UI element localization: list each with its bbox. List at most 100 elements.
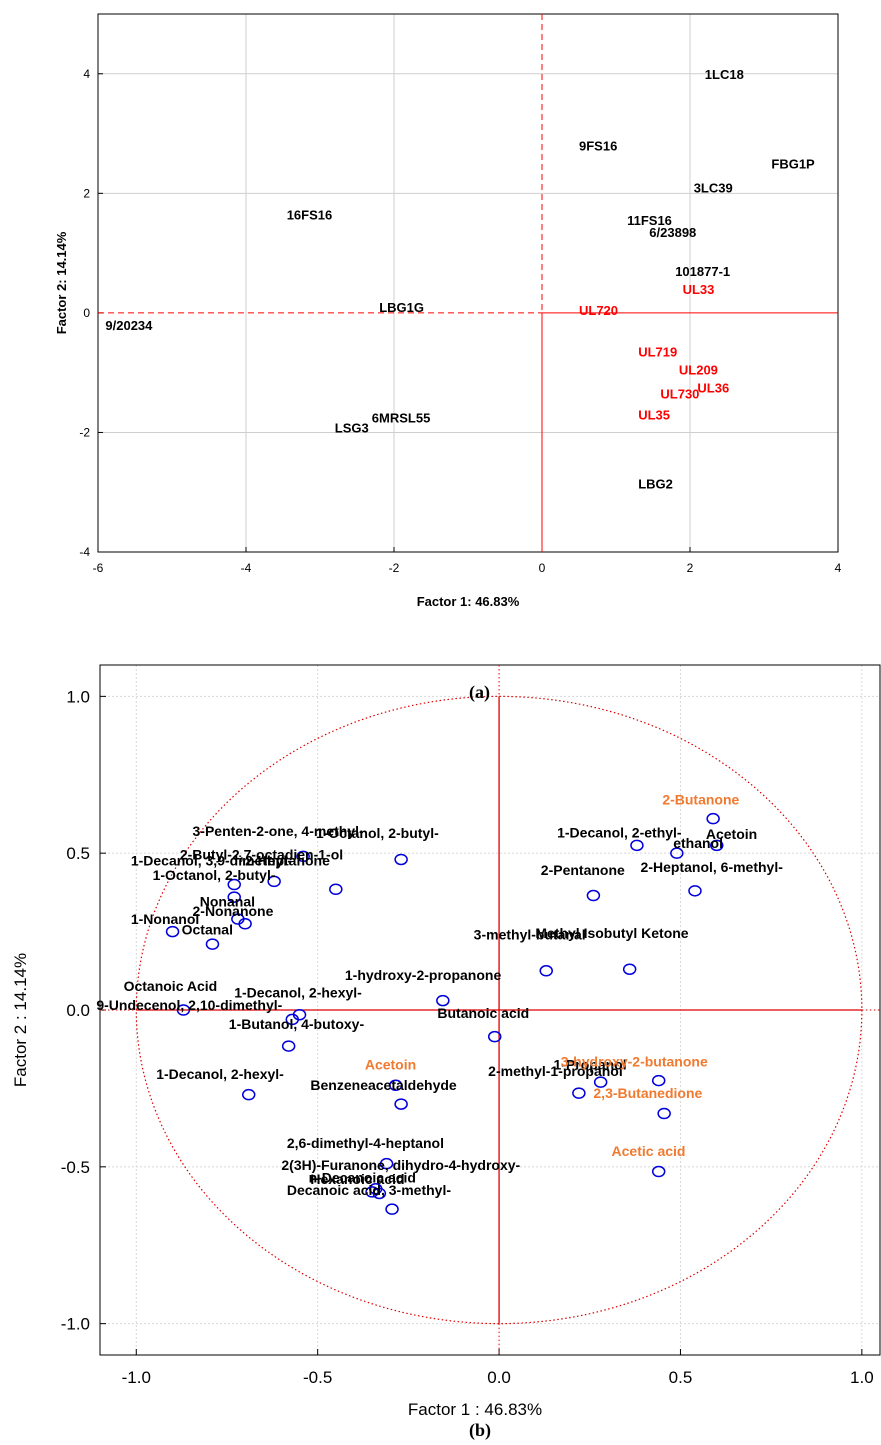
x-tick-label: 0 [539, 561, 546, 575]
point-label: Acetoin [365, 1057, 416, 1073]
point-label: 3LC39 [694, 180, 733, 195]
data-point [622, 963, 637, 975]
panel-a-caption: (a) [469, 682, 490, 702]
point-label: 9FS16 [579, 139, 617, 154]
data-point [688, 885, 702, 897]
point-label: 16FS16 [287, 207, 333, 222]
point-label: 1-Octanol, 2-butyl- [153, 867, 276, 883]
plot-frame [97, 13, 839, 553]
point-label: Benzeneacetaldehyde [310, 1077, 456, 1093]
y-tick-label: 2 [83, 186, 90, 200]
data-point [227, 878, 241, 891]
data-point [539, 965, 553, 977]
point-label: UL720 [579, 303, 618, 318]
data-point [176, 1004, 191, 1016]
data-point [372, 1187, 387, 1200]
data-point [227, 891, 241, 903]
point-label: 2-Heptanone [245, 853, 330, 869]
point-label: 6MRSL55 [372, 411, 431, 426]
data-point [593, 1076, 608, 1088]
point-label: 2-Nonanone [193, 903, 274, 919]
data-point [385, 1203, 399, 1215]
data-point [329, 883, 343, 895]
point-label: UL209 [679, 363, 718, 378]
x-tick-label: -1.0 [122, 1368, 151, 1387]
loading-plot-panel: -1.0 -0.5 0.0 0.5 1.0 -1.0 -0.5 0.0 0.5 1.0 2-Buta… [0, 640, 881, 1445]
x-tick-label: -0.5 [303, 1368, 332, 1387]
point-label: 2-Heptanol, 6-methyl- [641, 859, 784, 875]
x-tick-label: 4 [835, 561, 842, 575]
x-tick-label: 0.0 [487, 1368, 511, 1387]
point-label: 2,6-dimethyl-4-heptanol [287, 1135, 444, 1151]
point-label: 2(3H)-Furanone, dihydro-4-hydroxy- [281, 1157, 520, 1173]
x-tick-label: -6 [93, 561, 104, 575]
point-label: n-Decanoic acid [309, 1170, 416, 1186]
point-label: 3-methyl-butanal [474, 926, 586, 942]
point-label: UL35 [638, 408, 670, 423]
y-tick-label: 0.5 [66, 844, 90, 863]
y-tick-label: -0.5 [61, 1158, 90, 1177]
point-label: 1-Propanol [553, 1057, 626, 1073]
data-point [706, 812, 720, 825]
score-plot-panel: -6 -4 -2 0 2 4 -4 -2 0 2 4 1LC18 9FS16 FBG1P 3LC39 16FS… [0, 0, 881, 640]
point-label: 6/23898 [649, 225, 696, 240]
point-label: LBG2 [638, 476, 673, 491]
y-tick-label: 0 [83, 306, 90, 320]
point-label: 2-Pentanone [541, 862, 625, 878]
point-label: 2-Butanone [662, 792, 739, 808]
data-point [670, 847, 684, 859]
x-tick-label: 2 [687, 561, 694, 575]
x-tick-label: 1.0 [850, 1368, 874, 1387]
point-label: 3-hydroxy-2-butanone [561, 1053, 708, 1069]
point-label: 1-Decanol, 3,9-dimethyl- [131, 853, 292, 869]
point-label: 101877-1 [675, 264, 730, 279]
point-label: 1-Decanol, 2-hexyl- [234, 984, 362, 1000]
point-label: 1-Decanol, 2-ethyl- [557, 825, 682, 841]
point-label: 9-Undecenol, 2,10-dimethyl- [96, 997, 282, 1013]
point-label: FBG1P [771, 156, 815, 171]
y-tick-label: -2 [79, 425, 90, 439]
point-label: 11FS16 [627, 213, 672, 228]
point-label: 2,3-Butanedione [593, 1085, 702, 1101]
data-point [365, 1186, 379, 1198]
point-label: ethanol [673, 835, 723, 851]
data-point [436, 994, 450, 1007]
point-label: 2-Butyl-2,7-octadien-1-ol [180, 846, 343, 862]
point-label: 9/20234 [105, 318, 153, 333]
point-label: UL36 [697, 381, 729, 396]
point-label: Nonanal [200, 894, 255, 910]
point-label: Acetic acid [612, 1143, 686, 1159]
data-point [394, 1098, 408, 1110]
data-point [572, 1087, 586, 1099]
point-label: Methyl Isobutyl Ketone [535, 925, 688, 941]
data-point [205, 938, 220, 950]
panel-b-caption: (b) [469, 1420, 491, 1440]
x-tick-label: 0.5 [669, 1368, 693, 1387]
point-label: 1-Decanol, 2-hexyl- [156, 1066, 284, 1082]
data-point [285, 1013, 300, 1026]
y-tick-label: 0.0 [66, 1001, 90, 1020]
y-tick-label: 4 [83, 67, 90, 81]
data-point [388, 1079, 403, 1092]
loading-plot: -1.0 -0.5 0.0 0.5 1.0 -1.0 -0.5 0.0 0.5 1.0 2-Buta… [11, 664, 881, 1419]
y-tick-label: 1.0 [66, 687, 90, 706]
point-label: Butanoic acid [437, 1005, 529, 1021]
data-point [281, 1040, 296, 1052]
point-label: 1-Butanol, 4-butoxy- [229, 1016, 365, 1032]
data-point [630, 839, 644, 852]
data-point [241, 1088, 256, 1101]
point-label: Octanal [182, 922, 233, 938]
data-point [379, 1157, 394, 1170]
point-label: Decanoic acid, 3-methyl- [287, 1182, 452, 1198]
data-point [394, 853, 408, 866]
y-axis-label: Factor 2: 14.14% [54, 231, 69, 334]
data-point [709, 839, 724, 852]
x-tick-label: -4 [241, 561, 252, 575]
point-label: 1-Octanol, 2-butyl- [316, 825, 439, 841]
data-point [651, 1165, 666, 1178]
point-label: 2-methyl-1-propanol [488, 1063, 623, 1079]
point-label: Octanoic Acid [124, 978, 218, 994]
data-point [586, 889, 601, 902]
data-point [651, 1074, 666, 1087]
